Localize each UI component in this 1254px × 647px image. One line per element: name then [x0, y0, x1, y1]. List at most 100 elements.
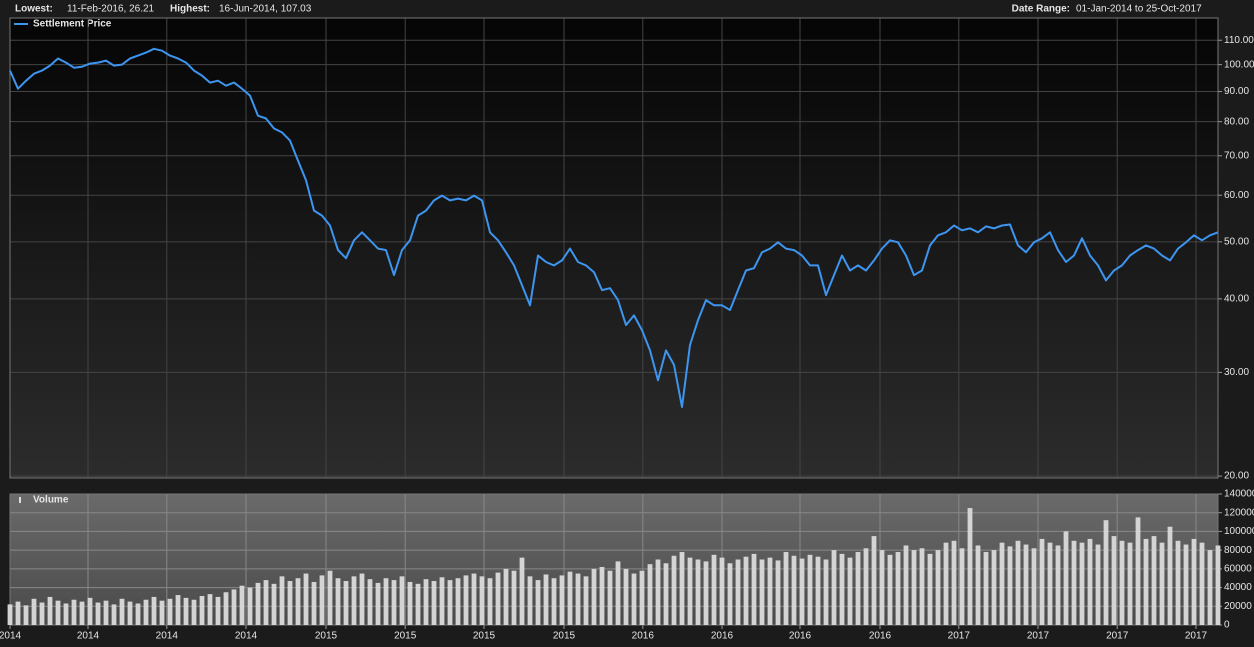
volume-bar	[463, 575, 469, 625]
x-tick-label: 2015	[473, 631, 496, 642]
volume-bar	[199, 595, 205, 625]
y-tick-label: 30.00	[1224, 367, 1249, 378]
volume-bar	[255, 582, 261, 625]
volume-bar	[79, 601, 85, 625]
volume-bar	[703, 561, 709, 625]
volume-bar	[1215, 545, 1221, 625]
header-bar	[0, 0, 1254, 18]
y-tick-label: 40.00	[1224, 294, 1249, 305]
volume-bar	[911, 550, 917, 625]
volume-bar	[215, 596, 221, 625]
volume-bar	[543, 574, 549, 625]
volume-bar	[15, 601, 21, 625]
volume-bar	[975, 545, 981, 625]
volume-bar	[1159, 542, 1165, 625]
volume-bar	[391, 580, 397, 625]
volume-bar	[639, 570, 645, 625]
y-tick-label: 20.00	[1224, 471, 1249, 482]
volume-bar	[1031, 548, 1037, 625]
volume-bar	[295, 578, 301, 625]
volume-bar	[303, 573, 309, 625]
volume-bar	[7, 604, 13, 625]
volume-bar	[183, 597, 189, 625]
volume-bar	[815, 556, 821, 625]
volume-bar	[983, 552, 989, 625]
volume-bar	[23, 605, 29, 625]
price-line	[9, 47, 1219, 408]
volume-bar	[671, 555, 677, 625]
volume-bar	[791, 555, 797, 625]
volume-bar	[775, 560, 781, 625]
volume-bar	[583, 576, 589, 625]
volume-bar	[759, 559, 765, 625]
volume-bar	[279, 576, 285, 625]
volume-bar	[967, 508, 973, 625]
lowest-label: Lowest:	[15, 4, 53, 15]
volume-bar	[135, 603, 141, 625]
x-tick-label: 2015	[553, 631, 576, 642]
x-tick-label: 2015	[394, 631, 417, 642]
volume-bar	[559, 575, 565, 625]
volume-bar	[1199, 542, 1205, 625]
volume-bar	[1127, 542, 1133, 625]
volume-bar	[1175, 540, 1181, 625]
volume-bar	[39, 602, 45, 625]
volume-bar	[127, 601, 133, 625]
volume-bar	[55, 600, 61, 625]
volume-bar	[999, 542, 1005, 625]
volume-bar	[735, 559, 741, 625]
x-tick-label: 2017	[948, 631, 971, 642]
volume-bar	[247, 587, 253, 625]
legend-label: Volume	[33, 495, 69, 506]
volume-bar	[103, 600, 109, 625]
volume-bar	[551, 578, 557, 625]
volume-bar	[231, 589, 237, 625]
volume-bar	[1039, 538, 1045, 625]
highest-label: Highest:	[170, 4, 210, 15]
volume-bar	[783, 552, 789, 625]
volume-bar	[159, 600, 165, 625]
y-tick-label: 70.00	[1224, 150, 1249, 161]
volume-bar	[679, 552, 685, 625]
volume-bar	[1087, 538, 1093, 625]
volume-bar	[1015, 540, 1021, 625]
legend-label: Settlement Price	[33, 19, 112, 30]
volume-bar	[47, 596, 53, 625]
y-tick-label: 50.00	[1224, 236, 1249, 247]
volume-bar	[479, 576, 485, 625]
x-tick-label: 2014	[235, 631, 258, 642]
volume-bar	[1135, 517, 1141, 625]
y-tick-label: 120000	[1224, 507, 1254, 518]
x-tick-label: 2017	[1106, 631, 1129, 642]
y-tick-label: 0	[1224, 620, 1230, 631]
volume-bar	[1207, 550, 1213, 625]
y-tick-label: 110.00	[1224, 35, 1254, 46]
volume-bar	[991, 550, 997, 625]
x-tick-label: 2014	[77, 631, 100, 642]
volume-bar	[1143, 538, 1149, 625]
plot-border	[9, 17, 1219, 479]
volume-bar	[223, 592, 229, 625]
volume-bar	[239, 585, 245, 625]
x-tick-label: 2014	[0, 631, 22, 642]
volume-bar	[111, 604, 117, 625]
x-tick-label: 2015	[315, 631, 338, 642]
volume-bar	[1071, 540, 1077, 625]
volume-bar	[687, 557, 693, 625]
x-tick-label: 2016	[869, 631, 892, 642]
volume-bar	[143, 599, 149, 625]
volume-bar	[879, 550, 885, 625]
volume-bar	[343, 581, 349, 625]
lowest-value: 11-Feb-2016, 26.21	[67, 4, 155, 15]
volume-bar	[615, 561, 621, 625]
volume-bar	[1063, 531, 1069, 625]
volume-bar	[535, 580, 541, 625]
volume-bar	[1183, 544, 1189, 625]
volume-bar	[663, 563, 669, 625]
volume-bar	[927, 553, 933, 625]
volume-bar	[119, 598, 125, 625]
volume-bar	[599, 566, 605, 625]
volume-bar	[1111, 536, 1117, 625]
volume-bar	[951, 540, 957, 625]
